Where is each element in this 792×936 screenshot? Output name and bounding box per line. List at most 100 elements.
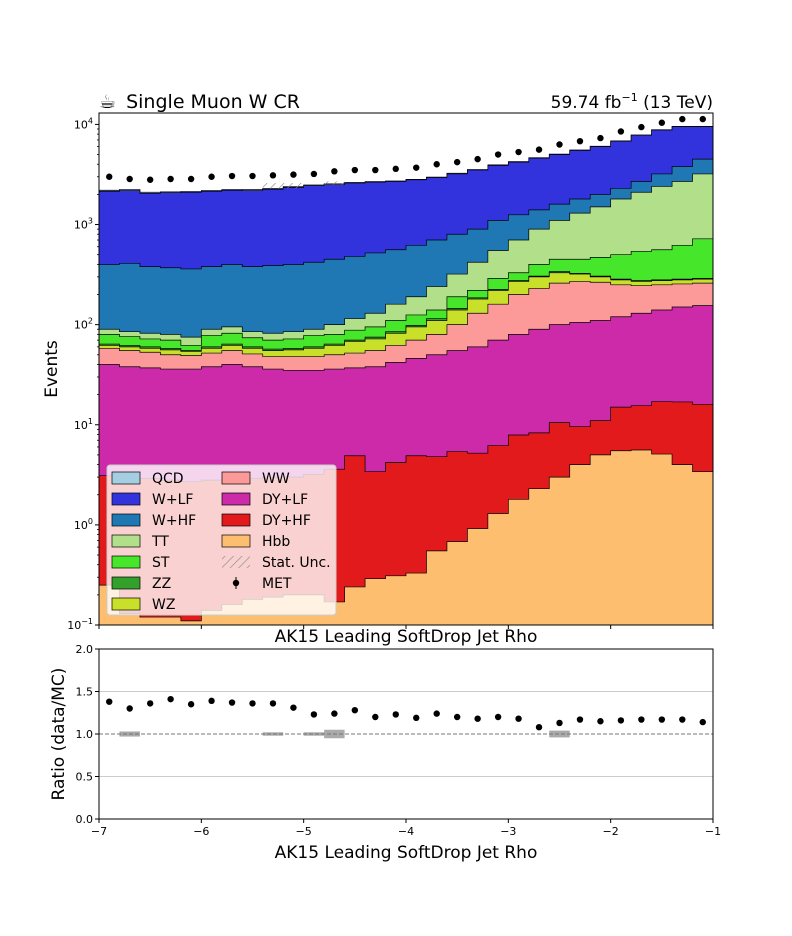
- data-point: [310, 170, 318, 178]
- svg-text:WZ: WZ: [152, 597, 175, 613]
- main-y-axis-label: Events: [42, 340, 62, 398]
- ratio-point: [392, 711, 399, 718]
- ratio-point: [658, 716, 666, 723]
- x-tick-label: −3: [500, 825, 516, 838]
- legend-item-qcd: QCD: [111, 471, 184, 487]
- svg-text:DY+HF: DY+HF: [262, 513, 311, 529]
- data-point: [699, 115, 706, 123]
- data-point: [433, 161, 440, 168]
- data-point: [106, 173, 113, 180]
- svg-text:W+LF: W+LF: [152, 492, 193, 508]
- data-point: [576, 137, 584, 145]
- ratio-unc-band: [303, 732, 325, 736]
- x-tick-label: −6: [193, 825, 209, 838]
- data-point: [126, 175, 133, 183]
- luminosity-label: 59.74 fb−1 (13 TeV): [551, 91, 713, 113]
- svg-text:Hbb: Hbb: [262, 534, 290, 550]
- data-point: [515, 148, 522, 156]
- ratio-point: [638, 716, 645, 723]
- y-tick-label: 101: [74, 417, 93, 432]
- data-point: [453, 158, 461, 166]
- y-tick-label: 10−1: [67, 617, 93, 632]
- title-text: Single Muon W CR: [126, 91, 300, 113]
- ratio-plot: 0.0 0.5 1.0 1.5 2.0 −7 −6 −5 −4 −3 −2 −1 Ratio (da…: [49, 643, 721, 863]
- ratio-point: [494, 713, 502, 721]
- svg-text:TT: TT: [151, 534, 169, 550]
- data-point: [638, 123, 645, 131]
- ratio-y-axis-label: Ratio (data/MC): [49, 668, 69, 801]
- data-point: [617, 128, 625, 135]
- ratio-points: [106, 695, 706, 731]
- data-point: [351, 166, 359, 174]
- ratio-point: [146, 700, 154, 707]
- ratio-point: [474, 715, 481, 722]
- legend-item-w-hf: W+HF: [111, 513, 196, 529]
- data-point: [372, 166, 379, 174]
- svg-text:WW: WW: [262, 471, 290, 487]
- data-point: [146, 176, 154, 183]
- data-point: [167, 175, 174, 183]
- data-point: [494, 151, 502, 158]
- data-point: [208, 173, 215, 180]
- ratio-unc-band: [262, 732, 284, 736]
- svg-text:MET: MET: [262, 576, 292, 592]
- legend-item-stat-unc-: Stat. Unc.: [222, 555, 331, 571]
- stack-layer: [99, 126, 713, 625]
- svg-text:DY+LF: DY+LF: [262, 492, 308, 508]
- ratio-point: [453, 713, 461, 721]
- ratio-point: [372, 713, 379, 721]
- ratio-point: [167, 695, 174, 703]
- ratio-point: [433, 710, 440, 717]
- svg-text:QCD: QCD: [152, 471, 184, 487]
- ratio-point: [126, 705, 133, 712]
- y-tick-label: 1.5: [76, 686, 94, 699]
- data-point: [331, 168, 338, 175]
- ratio-point: [617, 717, 625, 724]
- y-tick-label: 104: [74, 116, 93, 131]
- y-tick-label: 0.0: [76, 813, 94, 826]
- ratio-grid: [99, 691, 713, 777]
- ratio-unc-band: [549, 730, 570, 738]
- legend-frame: [106, 464, 337, 616]
- data-points-layer: [106, 115, 706, 183]
- coffee-cup-icon: ☕: [99, 91, 116, 113]
- ratio-point: [228, 699, 236, 706]
- x-tick-label: −5: [296, 825, 312, 838]
- ratio-point: [597, 718, 604, 725]
- ratio-point: [106, 698, 113, 705]
- y-tick-label: 0.5: [76, 771, 94, 784]
- y-tick-label: 100: [74, 517, 93, 532]
- legend-item-st: ST: [111, 555, 170, 571]
- main-stack-plot: 10−1 100 101 102 103 104 Events AK15 Leading …: [42, 112, 714, 647]
- legend-item-dy-hf: DY+HF: [221, 513, 311, 529]
- data-point: [413, 164, 420, 171]
- ratio-point: [269, 700, 277, 707]
- main-y-axis: 10−1 100 101 102 103 104: [67, 116, 99, 632]
- svg-text:ZZ: ZZ: [152, 576, 171, 592]
- data-point: [269, 172, 277, 179]
- ratio-point: [556, 719, 563, 727]
- ratio-point: [249, 700, 256, 707]
- ratio-point: [290, 704, 297, 711]
- data-point: [535, 146, 543, 153]
- data-point: [228, 172, 236, 180]
- ratio-point: [413, 714, 420, 722]
- ratio-x-axis: −7 −6 −5 −4 −3 −2 −1: [91, 819, 721, 838]
- main-x-axis-label: AK15 Leading SoftDrop Jet Rho: [275, 627, 538, 647]
- legend-item-dy-lf: DY+LF: [221, 492, 308, 508]
- data-point: [679, 115, 686, 123]
- y-tick-label: 2.0: [76, 643, 94, 656]
- legend-item-w-lf: W+LF: [111, 492, 193, 508]
- data-point: [249, 172, 256, 180]
- svg-text:Stat. Unc.: Stat. Unc.: [262, 555, 331, 571]
- data-point: [556, 141, 563, 148]
- x-tick-label: −4: [398, 825, 414, 838]
- legend-item-tt: TT: [111, 534, 169, 550]
- legend-item-zz: ZZ: [111, 576, 171, 592]
- legend-item-ww: WW: [221, 471, 290, 487]
- ratio-point: [187, 701, 195, 708]
- ratio-y-axis: 0.0 0.5 1.0 1.5 2.0: [76, 643, 99, 826]
- ratio-point: [351, 707, 359, 714]
- title: ☕ Single Muon W CR: [99, 91, 300, 113]
- x-tick-label: −2: [603, 825, 619, 838]
